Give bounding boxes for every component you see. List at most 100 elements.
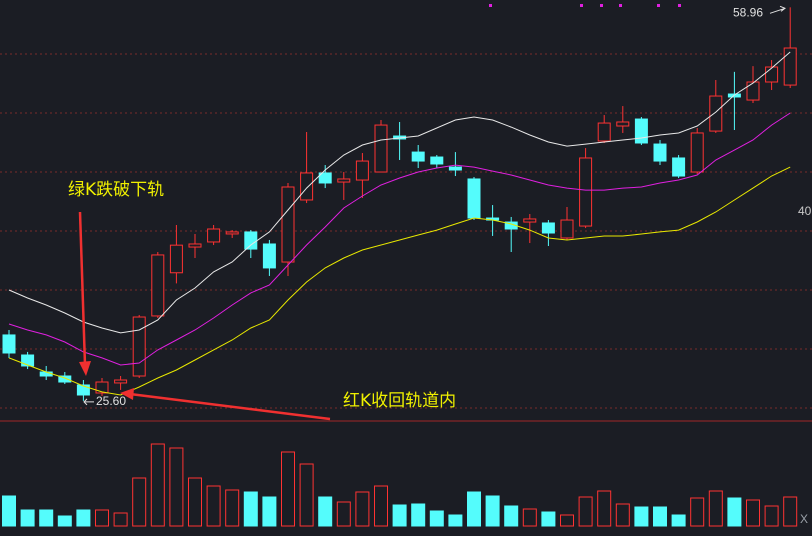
volume-bar xyxy=(764,505,779,527)
volume-bar xyxy=(560,514,574,527)
signal-dots xyxy=(489,4,681,7)
volume-bar xyxy=(467,491,481,527)
candle-body xyxy=(467,178,481,219)
signal-dot xyxy=(600,4,603,7)
volume-bar xyxy=(336,501,351,527)
candle-body xyxy=(765,66,779,83)
signal-dot xyxy=(657,4,660,7)
volume-bar xyxy=(746,499,760,527)
indicator-line xyxy=(8,166,791,396)
volume-bar xyxy=(169,447,184,527)
volume-bar xyxy=(504,505,519,527)
candle-body xyxy=(58,375,72,383)
candle-body xyxy=(281,186,295,263)
volume-bar xyxy=(783,496,798,527)
volume-bar xyxy=(522,508,537,527)
volume-bar xyxy=(113,512,128,527)
candle-body xyxy=(21,354,35,367)
volume-bar xyxy=(727,497,742,527)
volume-bar xyxy=(299,463,314,527)
volume-bar xyxy=(615,503,630,527)
volume-bar xyxy=(429,510,444,527)
volume-bar xyxy=(243,491,258,527)
candle-body xyxy=(207,228,221,243)
candle-body xyxy=(132,316,146,377)
candle-body xyxy=(262,243,276,269)
candle-body xyxy=(2,334,16,354)
annotation-arrow xyxy=(129,392,331,421)
volume-bar xyxy=(95,509,109,527)
high-label: 58.96 xyxy=(733,5,763,19)
signal-dot xyxy=(678,4,681,7)
candle-body xyxy=(76,384,90,396)
annotation: 红K收回轨道内 xyxy=(343,391,456,411)
candle-body xyxy=(337,178,351,183)
candle-body xyxy=(39,371,53,377)
candle-body xyxy=(114,379,128,384)
candle-body xyxy=(541,222,555,234)
volume-bar xyxy=(448,514,463,527)
candle-body xyxy=(616,121,630,127)
high-arrow xyxy=(769,5,787,14)
volume-bar xyxy=(188,477,202,527)
candle-body xyxy=(690,132,704,173)
volume-bar xyxy=(20,509,35,527)
volume-bar xyxy=(374,485,388,527)
volume-bar xyxy=(206,485,221,527)
candle-body xyxy=(672,157,686,177)
volume-bar xyxy=(132,477,147,527)
volume-bar xyxy=(39,509,54,527)
volume-bar xyxy=(76,509,91,527)
indicator-line xyxy=(8,51,791,334)
candle-body xyxy=(430,156,444,165)
candle-body xyxy=(169,244,183,274)
low-arrow xyxy=(83,398,94,406)
signal-dot xyxy=(580,4,583,7)
arrow-head xyxy=(120,388,134,400)
volume-bar xyxy=(597,490,612,527)
arrow-head xyxy=(79,361,91,376)
volume-bar xyxy=(281,451,295,527)
candle-body xyxy=(225,231,239,235)
candle-body xyxy=(523,218,537,223)
candle-body xyxy=(300,172,314,201)
candle-body xyxy=(374,124,388,173)
signal-dot xyxy=(619,4,622,7)
volume-bar xyxy=(690,497,705,527)
volume-bar xyxy=(671,514,686,527)
volume-bar xyxy=(392,504,407,527)
candle-body xyxy=(95,381,109,394)
volume-bar xyxy=(485,495,500,527)
volume-bar xyxy=(262,496,277,527)
volume-bar xyxy=(541,511,556,527)
candle-body xyxy=(709,95,723,132)
candle-body xyxy=(579,157,593,227)
panel-label: X xyxy=(800,512,808,526)
low-label: 25.60 xyxy=(96,394,126,408)
candle-body xyxy=(783,47,797,86)
candle-body xyxy=(411,151,425,162)
volume-bar xyxy=(411,503,426,527)
candle-body xyxy=(318,172,332,184)
candle-body xyxy=(151,254,165,317)
volume-bar xyxy=(2,495,16,527)
volume-bar xyxy=(708,490,723,527)
annotation: 绿K跌破下轨 xyxy=(68,180,164,200)
indicator-line xyxy=(8,112,791,366)
volume-bar xyxy=(634,506,649,527)
candle-body xyxy=(746,81,760,101)
candle-body xyxy=(355,160,369,181)
annotation-arrow xyxy=(78,211,87,366)
volume-bar xyxy=(578,496,593,527)
signal-dot xyxy=(489,4,492,7)
y-tick-label: 40 xyxy=(798,204,812,218)
candle-body xyxy=(634,118,648,144)
volume-bar xyxy=(225,489,240,527)
candle-body xyxy=(597,122,611,142)
candle-body xyxy=(653,143,667,162)
volume-bar xyxy=(57,515,72,527)
candle-body xyxy=(560,219,574,239)
